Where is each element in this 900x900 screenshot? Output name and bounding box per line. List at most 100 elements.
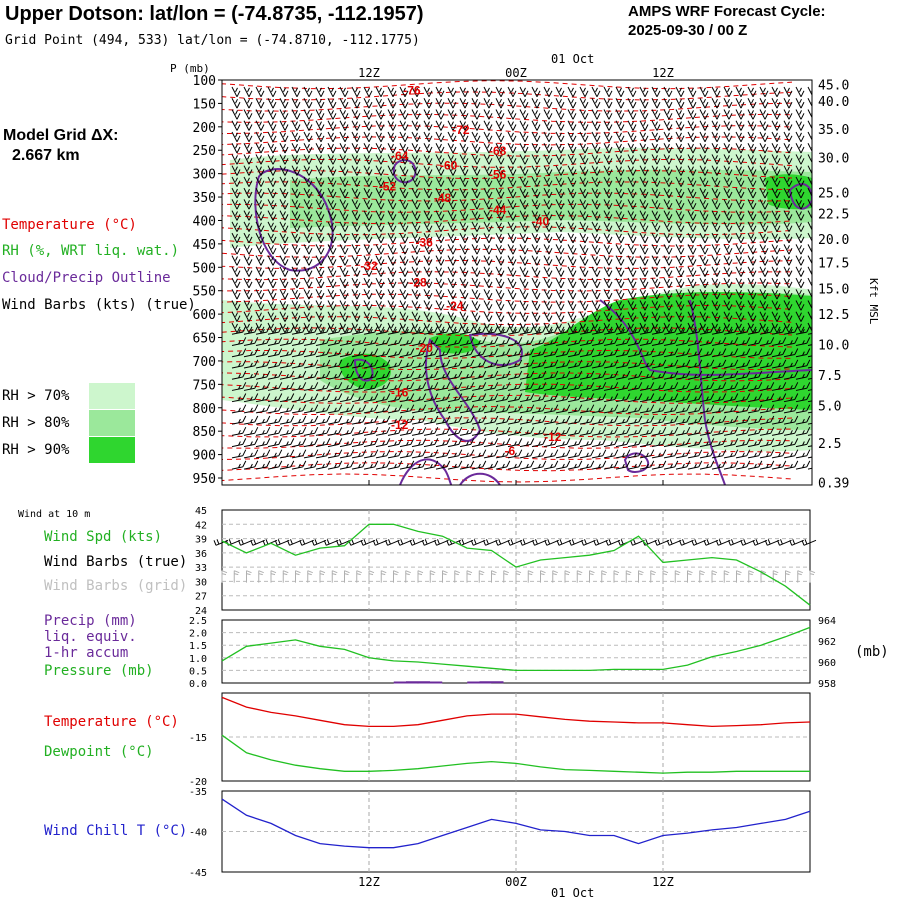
wind-barb bbox=[303, 86, 313, 98]
wind-barb bbox=[591, 255, 601, 266]
wind-barb bbox=[387, 109, 397, 120]
wind-barb bbox=[339, 393, 355, 403]
wind-barb bbox=[747, 337, 763, 346]
pressure-tick-label: 600 bbox=[193, 308, 216, 323]
wind-barb bbox=[579, 438, 595, 448]
wind-barb bbox=[591, 460, 607, 470]
wind-barb bbox=[243, 460, 259, 470]
wind-barb bbox=[279, 300, 289, 311]
wind-barb bbox=[771, 109, 781, 120]
wind-barb bbox=[723, 277, 733, 289]
wind-barb bbox=[663, 325, 679, 335]
wind-barb bbox=[627, 322, 637, 334]
wind-barb bbox=[231, 255, 241, 266]
wind-barb bbox=[351, 348, 367, 358]
wind-barb bbox=[339, 98, 349, 109]
wind-barb bbox=[747, 277, 757, 289]
wind-barb-true bbox=[581, 539, 596, 546]
wind-barb bbox=[279, 404, 295, 414]
wind-barb bbox=[687, 404, 703, 414]
wind-barb bbox=[519, 277, 529, 289]
pressure-axis-label: P (mb) bbox=[170, 62, 210, 75]
wind-barb bbox=[567, 337, 583, 346]
wind-barb bbox=[327, 438, 343, 448]
temperature-contour-line bbox=[222, 293, 793, 303]
wind-barb bbox=[579, 325, 595, 335]
wind-barb bbox=[663, 232, 673, 244]
precip-ytick-label: 1.0 bbox=[189, 654, 207, 665]
wind-barb bbox=[495, 255, 505, 266]
wind-barb bbox=[747, 322, 757, 334]
wind-barb bbox=[639, 370, 655, 380]
wind-barb bbox=[267, 244, 277, 255]
wind-barb-true bbox=[507, 539, 523, 546]
wind-barb bbox=[327, 289, 337, 300]
wind-barb bbox=[783, 176, 793, 187]
wind-barb bbox=[279, 438, 295, 448]
height-tick-label: 10.0 bbox=[818, 339, 849, 354]
wind-barb bbox=[711, 86, 721, 98]
wind-barb-grid bbox=[454, 570, 460, 583]
wind-barb bbox=[807, 467, 812, 470]
wind-barb bbox=[363, 325, 379, 335]
wind-barb bbox=[387, 348, 403, 358]
wind-barb bbox=[747, 120, 757, 131]
wind-barb-true bbox=[495, 539, 510, 546]
wind-barb bbox=[531, 86, 541, 98]
wind-barb bbox=[783, 266, 793, 277]
wind-barb bbox=[591, 277, 601, 289]
wind-barb bbox=[603, 109, 613, 120]
wind-barbs bbox=[231, 86, 812, 470]
wind-barb bbox=[351, 120, 361, 131]
wind-barb bbox=[351, 426, 367, 436]
wind-barb bbox=[459, 359, 475, 369]
wind-barb bbox=[459, 120, 469, 131]
wind-barb bbox=[267, 210, 277, 221]
wind-barb bbox=[231, 277, 241, 289]
wind-barb bbox=[351, 325, 367, 335]
wind-barb bbox=[435, 187, 445, 199]
wind-barb bbox=[387, 232, 397, 244]
wind-barb-true bbox=[483, 539, 498, 546]
wind-barb-true bbox=[372, 539, 388, 546]
wind-barb bbox=[255, 165, 265, 176]
wind-barb bbox=[231, 322, 241, 334]
wind-barb bbox=[579, 86, 589, 98]
wind-barb bbox=[663, 300, 673, 311]
wind-barb bbox=[675, 120, 685, 131]
wind-barb bbox=[615, 289, 625, 300]
wind-barb bbox=[315, 289, 325, 300]
wind-barb bbox=[255, 348, 271, 358]
wind-barb bbox=[447, 289, 457, 300]
wind-barb bbox=[279, 131, 289, 143]
wind-barb bbox=[531, 165, 541, 176]
wind-barb bbox=[447, 348, 463, 358]
pressure-tick-label: 100 bbox=[193, 74, 216, 89]
wind-barb bbox=[711, 210, 721, 221]
wind-ytick-label: 42 bbox=[195, 520, 207, 531]
temperature-contour-line bbox=[222, 260, 793, 269]
wind-barb bbox=[231, 199, 241, 210]
wind-barb-grid bbox=[393, 570, 399, 583]
legend-temperature-sfc: Temperature (°C) bbox=[44, 714, 179, 730]
wind-barb bbox=[519, 289, 529, 300]
wind-barb bbox=[783, 359, 799, 369]
wind-barb bbox=[267, 109, 277, 120]
wind-barb bbox=[435, 359, 451, 369]
wind-barb bbox=[375, 325, 391, 335]
wind-barb bbox=[243, 266, 253, 277]
wind-barb bbox=[459, 109, 469, 120]
wind-barb bbox=[315, 449, 331, 459]
wind-barb bbox=[795, 142, 805, 154]
wind-barb bbox=[567, 322, 577, 334]
wind-barb bbox=[579, 199, 589, 210]
wind-barb bbox=[627, 199, 637, 210]
wind-barb bbox=[795, 300, 805, 311]
wind-barb bbox=[627, 438, 643, 448]
wind-barb bbox=[603, 322, 613, 334]
wind-barb bbox=[747, 289, 757, 300]
wind-barb bbox=[663, 404, 679, 414]
wind-barb-true bbox=[556, 539, 572, 546]
wind-barb bbox=[735, 98, 745, 109]
wind-barb bbox=[531, 359, 547, 369]
